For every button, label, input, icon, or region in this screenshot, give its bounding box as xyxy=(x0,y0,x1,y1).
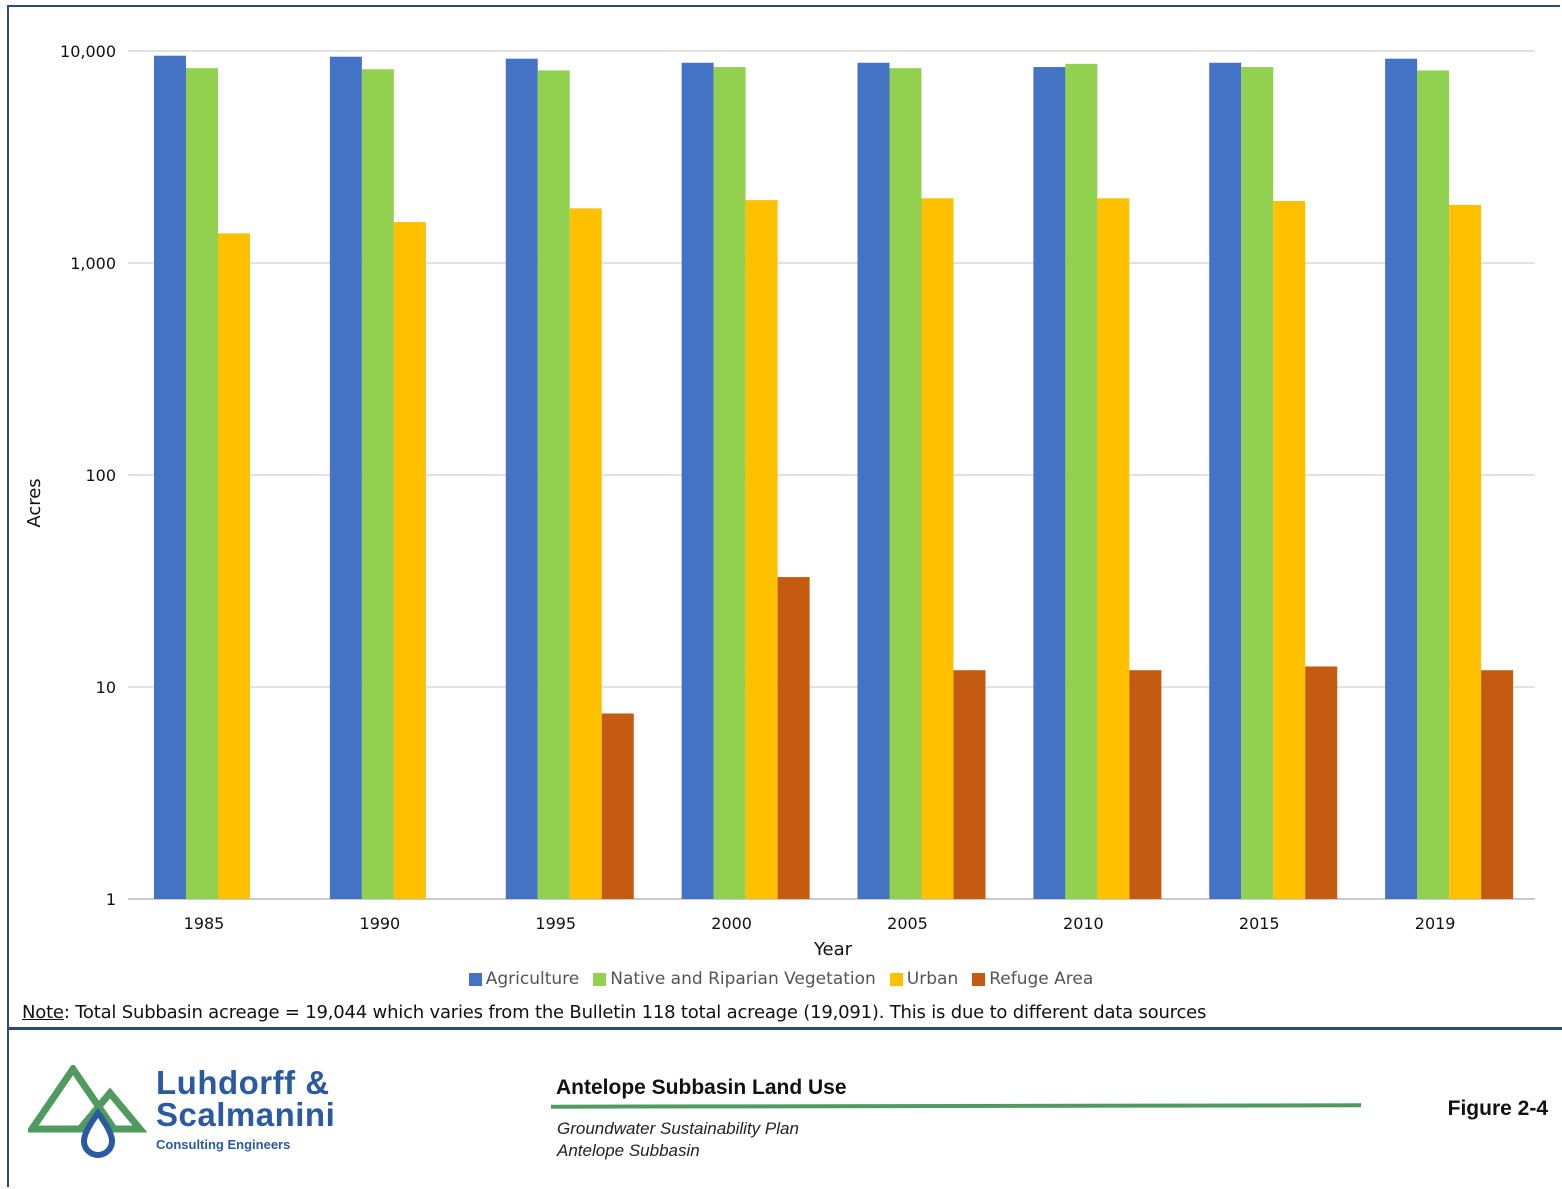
figure-frame xyxy=(7,5,1560,1187)
bar-chart: 1 10 100 1,000 10,000 1985 1990 1995 2000 2005 201… xyxy=(24,42,1535,960)
subtitle-line1: Groundwater Sustainability Plan xyxy=(557,1119,799,1138)
bar-urban xyxy=(1097,198,1130,899)
y-tick-label: 10,000 xyxy=(60,42,116,61)
legend-item: Agriculture xyxy=(468,969,580,989)
bar-native-and-riparian-vegetation xyxy=(537,70,570,899)
legend-item: Urban xyxy=(889,969,959,989)
bar-agriculture xyxy=(329,56,362,899)
mountain-drop-icon xyxy=(28,1065,148,1158)
subtitle-line2: Antelope Subbasin xyxy=(557,1141,700,1160)
y-axis-title: Acres xyxy=(24,478,45,527)
x-tick-label: 1990 xyxy=(360,914,401,933)
logo-name-line2: Scalmanini xyxy=(156,1096,336,1133)
bar-native-and-riparian-vegetation xyxy=(1065,63,1098,900)
bar-native-and-riparian-vegetation xyxy=(1241,67,1274,899)
y-tick-label: 10 xyxy=(96,678,116,697)
figure-title: Antelope Subbasin Land Use xyxy=(556,1076,847,1099)
note-text: : Total Subbasin acreage = 19,044 which … xyxy=(63,1002,1207,1023)
x-tick-label: 1995 xyxy=(535,914,576,933)
bar-urban xyxy=(569,208,602,900)
bar-native-and-riparian-vegetation xyxy=(1417,70,1450,899)
bar-urban xyxy=(393,222,426,899)
legend-swatch xyxy=(593,972,607,986)
chart-note: Note: Total Subbasin acreage = 19,044 wh… xyxy=(22,1002,1206,1023)
bar-refuge-area xyxy=(777,577,810,899)
bar-native-and-riparian-vegetation xyxy=(889,68,922,899)
bar-agriculture xyxy=(857,62,890,900)
bar-agriculture xyxy=(154,55,186,899)
chart-legend: Agriculture Native and Riparian Vegetatio… xyxy=(0,966,1562,992)
bar-native-and-riparian-vegetation xyxy=(186,68,218,899)
bar-native-and-riparian-vegetation xyxy=(361,69,394,899)
x-tick-label: 2019 xyxy=(1415,914,1456,933)
bar-urban xyxy=(921,198,954,899)
bar-refuge-area xyxy=(953,670,986,899)
bar-urban xyxy=(1449,204,1482,899)
bar-refuge-area xyxy=(601,713,634,899)
legend-label: Native and Riparian Vegetation xyxy=(610,969,876,989)
legend-item: Refuge Area xyxy=(972,969,1093,989)
bar-agriculture xyxy=(681,62,714,900)
bar-refuge-area xyxy=(1481,670,1514,899)
bar-urban xyxy=(218,233,250,899)
bar-agriculture xyxy=(1033,67,1066,899)
x-axis-title: Year xyxy=(813,939,853,960)
y-tick-label: 100 xyxy=(85,466,116,485)
footer-divider xyxy=(7,1027,1562,1030)
x-tick-label: 2010 xyxy=(1063,914,1104,933)
logo-name-line1: Luhdorff & xyxy=(156,1064,330,1101)
bar-urban xyxy=(745,200,778,899)
x-tick-label: 2000 xyxy=(711,914,752,933)
note-label: Note xyxy=(22,1002,64,1023)
bar-agriculture xyxy=(1385,58,1418,899)
legend-swatch xyxy=(972,972,986,986)
bar-agriculture xyxy=(505,58,538,899)
bar-urban xyxy=(1273,201,1306,899)
legend-item: Native and Riparian Vegetation xyxy=(593,969,876,989)
legend-label: Refuge Area xyxy=(989,969,1094,989)
x-tick-label: 2015 xyxy=(1239,914,1280,933)
bar-refuge-area xyxy=(1305,666,1338,899)
y-tick-label: 1,000 xyxy=(70,254,116,273)
legend-swatch xyxy=(468,972,482,986)
bar-agriculture xyxy=(1209,62,1242,900)
legend-label: Agriculture xyxy=(485,969,580,989)
bar-refuge-area xyxy=(1129,670,1162,899)
bar-native-and-riparian-vegetation xyxy=(713,67,746,899)
company-logo: Luhdorff & Scalmanini Consulting Enginee… xyxy=(28,1062,358,1162)
x-tick-label: 2005 xyxy=(887,914,928,933)
figure-subtitle: Groundwater Sustainability Plan Antelope… xyxy=(557,1118,799,1162)
figure-number: Figure 2-4 xyxy=(1447,1097,1548,1120)
legend-swatch xyxy=(889,972,903,986)
x-tick-label: 1985 xyxy=(184,914,225,933)
legend-label: Urban xyxy=(906,969,959,989)
y-tick-label: 1 xyxy=(106,890,116,909)
logo-tagline: Consulting Engineers xyxy=(156,1137,291,1152)
